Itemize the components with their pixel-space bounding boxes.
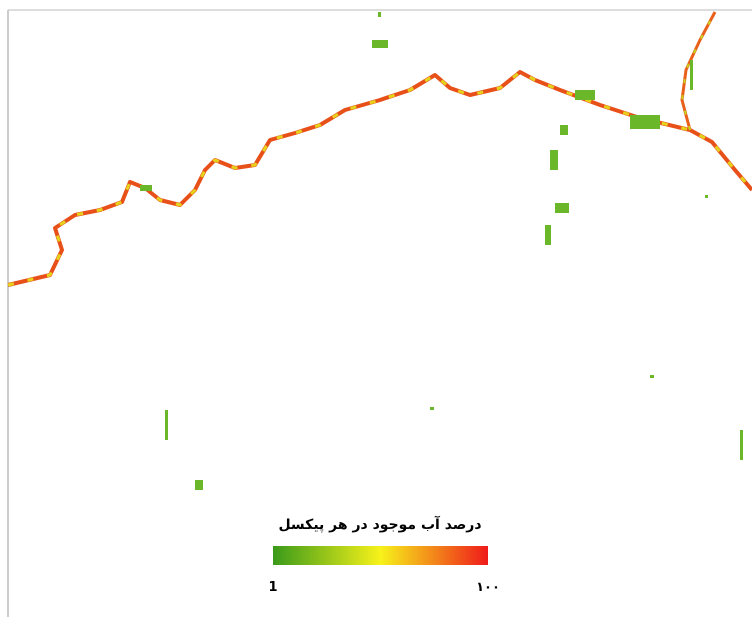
legend-max: ۱۰۰ (476, 580, 500, 595)
color-ramp (273, 546, 488, 565)
legend: درصد آب موجود در هر پیکسل 1 ۱۰۰ (268, 515, 499, 595)
river (7, 11, 752, 287)
water-pixels (140, 12, 743, 490)
legend-title: درصد آب موجود در هر پیکسل (278, 515, 481, 533)
legend-min: 1 (268, 580, 277, 595)
